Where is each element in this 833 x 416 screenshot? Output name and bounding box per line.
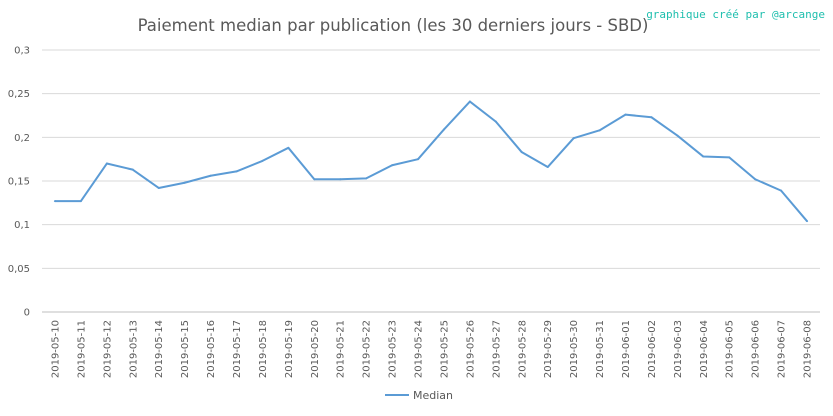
data-point [131,168,134,171]
data-point [339,178,342,181]
data-point [313,178,316,181]
x-tick-label: 2019-05-18 [258,320,269,378]
x-tick-label: 2019-06-01 [621,320,632,378]
data-point [261,159,264,162]
x-tick-label: 2019-05-30 [569,320,580,378]
data-point [209,174,212,177]
y-tick-label: 0 [24,308,30,319]
x-tick-label: 2019-05-25 [439,320,450,378]
y-tick-label: 0,05 [8,264,30,275]
x-tick-label: 2019-05-11 [76,320,87,378]
x-tick-label: 2019-06-08 [803,320,814,378]
x-tick-label: 2019-05-22 [362,320,373,378]
y-tick-label: 0,3 [14,46,30,57]
data-point [520,151,523,154]
x-tick-label: 2019-05-12 [102,320,113,378]
x-tick-label: 2019-06-05 [725,320,736,378]
series-line-median [54,100,808,222]
data-point [728,156,731,159]
x-tick-label: 2019-05-20 [310,320,321,378]
data-point [676,134,679,137]
data-point [754,178,757,181]
legend-label-median: Median [413,389,453,402]
gridlines [42,49,820,269]
x-tick-label: 2019-06-02 [647,320,658,378]
x-tick-label: 2019-05-26 [465,320,476,378]
x-tick-label: 2019-05-15 [180,320,191,378]
data-point [494,120,497,123]
legend: Median [385,389,453,402]
data-point [442,128,445,131]
x-tick-label: 2019-05-19 [284,320,295,378]
y-tick-label: 0,25 [8,89,30,100]
x-tick-label: 2019-06-06 [751,320,762,378]
data-point [287,146,290,149]
y-tick-label: 0,2 [14,133,30,144]
chart-credit: graphique créé par @arcange [646,8,825,21]
x-tick-label: 2019-05-21 [336,320,347,378]
data-point [806,220,809,223]
data-point [780,189,783,192]
data-point [650,116,653,119]
data-point [598,129,601,132]
data-point [157,186,160,189]
x-tick-label: 2019-05-10 [50,320,61,378]
x-tick-label: 2019-05-16 [206,320,217,378]
data-point [53,200,56,203]
x-tick-label: 2019-05-29 [543,320,554,378]
x-tick-label: 2019-06-04 [699,320,710,378]
data-point [183,181,186,184]
x-tick-label: 2019-05-14 [154,320,165,378]
series-median [53,100,809,223]
x-tick-label: 2019-05-31 [595,320,606,378]
data-point [468,100,471,103]
data-point [624,113,627,116]
y-tick-label: 0,15 [8,177,30,188]
data-point [105,162,108,165]
y-tick-label: 0,1 [14,220,30,231]
data-point [391,164,394,167]
x-tick-label: 2019-05-23 [388,320,399,378]
x-axis-ticks: 2019-05-10 2019-05-11 2019-05-12 2019-05-13… [50,320,813,378]
x-tick-label: 2019-05-27 [491,320,502,378]
x-tick-label: 2019-05-17 [232,320,243,378]
x-tick-label: 2019-05-28 [517,320,528,378]
data-point [546,166,549,169]
chart-title: Paiement median par publication (les 30 … [138,16,649,35]
data-point [417,158,420,161]
data-point [79,200,82,203]
data-point [235,170,238,173]
x-tick-label: 2019-06-07 [777,320,788,378]
x-tick-label: 2019-06-03 [673,320,684,378]
y-axis-ticks: 0 0,05 0,1 0,15 0,2 0,25 0,3 [8,46,30,319]
data-point [572,137,575,140]
x-tick-label: 2019-05-13 [128,320,139,378]
x-tick-label: 2019-05-24 [414,320,425,378]
data-point [702,155,705,158]
data-point [365,177,368,180]
